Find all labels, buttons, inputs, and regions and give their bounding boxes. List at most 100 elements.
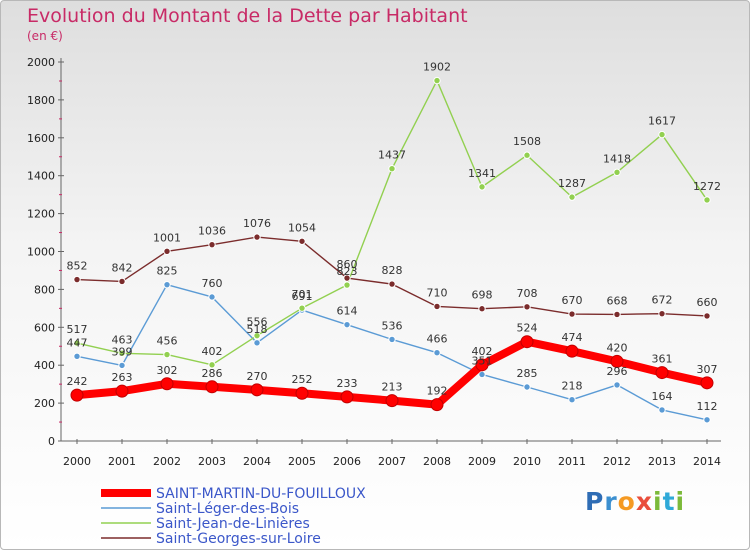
data-label: 1076	[243, 217, 271, 230]
chart-title: Evolution du Montant de la Dette par Hab…	[27, 5, 468, 27]
x-tick-label: 2007	[378, 455, 406, 468]
chart-unit-label: (en €)	[27, 29, 63, 43]
data-label: 361	[652, 353, 673, 366]
data-point	[703, 416, 711, 424]
data-point	[568, 395, 576, 404]
data-label: 518	[247, 323, 268, 336]
data-label: 828	[382, 264, 403, 277]
data-point	[568, 310, 576, 318]
y-tick-label: 2000	[27, 56, 55, 69]
data-label: 1001	[153, 231, 181, 244]
data-label: 614	[337, 305, 358, 318]
data-label: 536	[382, 319, 403, 332]
data-point	[388, 280, 396, 288]
data-label: 672	[652, 294, 673, 307]
data-label: 164	[652, 390, 673, 403]
y-tick-label: 0	[48, 435, 55, 448]
data-point	[433, 302, 441, 311]
data-point	[73, 352, 81, 360]
legend-label: Saint-Léger-des-Bois	[156, 501, 299, 517]
x-tick-label: 2008	[423, 455, 451, 468]
y-tick-label: 400	[34, 359, 55, 372]
data-label: 1287	[558, 177, 586, 190]
data-point	[163, 247, 171, 256]
data-label: 825	[157, 265, 178, 278]
x-tick-label: 2004	[243, 455, 271, 468]
data-point	[118, 277, 126, 286]
data-point	[343, 274, 351, 282]
data-point	[613, 168, 621, 176]
data-label: 270	[247, 370, 268, 383]
x-tick-label: 2005	[288, 455, 316, 468]
data-label: 213	[382, 381, 403, 394]
data-point	[73, 275, 81, 284]
data-label: 517	[67, 323, 88, 336]
data-point	[253, 331, 261, 340]
y-tick-label: 1600	[27, 132, 55, 145]
data-point	[520, 335, 534, 349]
data-label: 701	[292, 288, 313, 301]
data-point	[433, 76, 441, 85]
data-point	[298, 304, 306, 312]
data-point	[385, 394, 399, 408]
x-tick-label: 2014	[693, 455, 721, 468]
data-point	[250, 383, 264, 397]
data-point	[70, 388, 84, 402]
data-point	[118, 361, 126, 370]
data-label: 670	[562, 294, 583, 307]
data-label: 233	[337, 377, 358, 390]
data-label: 463	[112, 333, 133, 346]
data-label: 1617	[648, 115, 676, 128]
data-point	[73, 339, 81, 347]
legend-label: Saint-Georges-sur-Loire	[156, 531, 321, 547]
x-tick-label: 2012	[603, 455, 631, 468]
data-label: 1036	[198, 225, 226, 238]
data-point	[703, 312, 711, 320]
data-point	[658, 130, 666, 139]
data-label: 252	[292, 373, 313, 386]
data-point	[478, 305, 486, 313]
data-point	[565, 344, 579, 358]
data-point	[343, 320, 351, 329]
data-point	[163, 280, 171, 289]
data-point	[523, 151, 531, 159]
data-label: 860	[337, 258, 358, 271]
data-point	[658, 406, 666, 414]
data-point	[115, 384, 129, 398]
data-label: 1341	[468, 167, 496, 180]
data-point	[253, 339, 261, 347]
data-label: 760	[202, 277, 223, 290]
data-point	[208, 240, 216, 249]
data-label: 1054	[288, 221, 316, 234]
y-tick-label: 600	[34, 321, 55, 334]
data-point	[340, 390, 354, 404]
data-label: 1508	[513, 135, 541, 148]
data-point	[568, 193, 576, 201]
data-label: 112	[697, 400, 718, 413]
data-label: 286	[202, 367, 223, 380]
data-point	[253, 233, 261, 241]
data-point	[478, 370, 486, 379]
data-point	[118, 349, 126, 357]
data-label: 1902	[423, 61, 451, 74]
data-label: 852	[67, 260, 88, 273]
x-tick-label: 2001	[108, 455, 136, 468]
y-tick-label: 1200	[27, 208, 55, 221]
x-tick-label: 2003	[198, 455, 226, 468]
data-label: 660	[697, 296, 718, 309]
data-label: 823	[337, 265, 358, 278]
y-tick-label: 1000	[27, 246, 55, 259]
data-label: 842	[112, 261, 133, 274]
data-label: 466	[427, 333, 448, 346]
x-tick-label: 2000	[63, 455, 91, 468]
x-tick-label: 2002	[153, 455, 181, 468]
data-point	[700, 376, 714, 390]
data-label: 402	[202, 345, 223, 358]
data-point	[160, 377, 174, 391]
data-label: 242	[67, 375, 88, 388]
x-tick-label: 2009	[468, 455, 496, 468]
data-label: 668	[607, 294, 628, 307]
data-label: 1418	[603, 152, 631, 165]
data-label: 456	[157, 335, 178, 348]
